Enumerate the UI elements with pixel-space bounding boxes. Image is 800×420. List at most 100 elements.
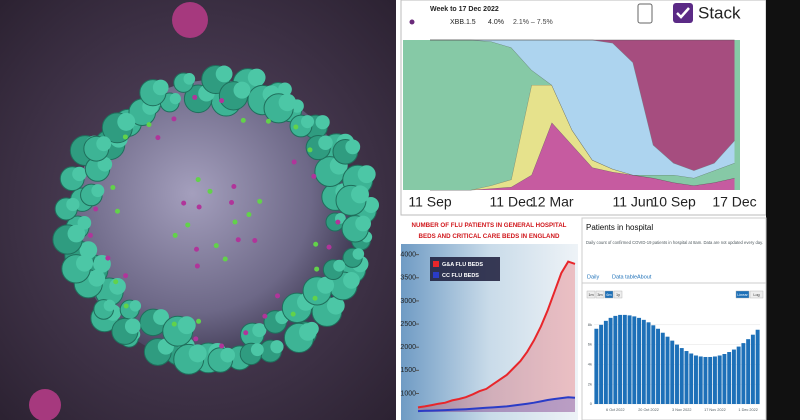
tooltip-value: 4.0% [488,19,504,26]
flu-title-text: NUMBER OF FLU PATIENTS IN GENERAL HOSPIT… [412,222,567,229]
legend-swatch [433,272,439,278]
y-tick-label: 0 [590,401,593,406]
x-tick-label: 11 Sep [408,194,452,210]
legend-label: G&A FLU BEDS [442,262,483,268]
spike-lobe [315,115,330,130]
range-label: 1y [616,293,620,297]
x-tick-label: 17 Dec [712,194,756,210]
line-fill [418,397,575,412]
spike-lobe [247,68,266,87]
protein-dot [231,183,237,189]
protein-dot [181,200,187,206]
protein-dot [196,204,202,210]
bar [741,343,746,404]
bar [618,314,623,404]
bar [736,346,741,404]
x-tick-label: 11 Dec [490,194,533,210]
range-button[interactable] [613,290,623,299]
bar [637,317,642,404]
protein-dot [87,232,93,238]
spike-lobe [67,224,86,243]
spike-lobe [343,271,360,289]
spike-lobe [250,343,264,357]
spike-lobe [355,215,372,232]
x-tick-label: 6 Oct 2022 [606,408,625,412]
spike-lobe [103,299,116,312]
bar [679,348,684,404]
doc-icon[interactable] [637,3,653,24]
scale-label: Linear [737,293,748,297]
protein-dot [194,246,200,252]
y-tick-label: 2500 [400,321,416,328]
bar [670,340,675,404]
protein-dot [229,200,235,206]
protein-dot [290,311,296,317]
stack-label[interactable]: Stack [698,3,741,22]
spike-lobe [362,196,380,214]
spike-lobe [91,184,105,198]
protein-dot [252,237,258,243]
bar [750,334,755,404]
line [417,396,576,413]
hospital-subtitle: Daily count of confirmed COVID-19 patien… [586,240,763,245]
spike-lobe [76,254,94,272]
protein-dot [312,295,318,301]
bar [646,322,651,404]
flu-title-bg [401,218,578,244]
bar [641,319,646,404]
protein-dot [207,188,213,194]
small-virus [29,389,61,420]
x-tick-label: 3 Nov 2022 [672,408,691,412]
protein-dot [123,273,129,279]
range-button[interactable] [604,290,614,299]
spike-lobe [177,316,196,335]
bar [599,324,604,404]
scale-button[interactable] [749,290,764,299]
protein-dot [194,263,200,269]
protein-dot [246,212,252,218]
protein-dot [171,116,177,122]
y-tick-label: 2000 [400,344,416,351]
bar [727,352,732,404]
spike-lobe [233,81,251,99]
y-tick-label: 1000 [400,390,416,397]
hospital-title: Patients in hospital [586,223,653,232]
bar [632,316,637,404]
spike-lobe [72,166,87,182]
bar [651,325,656,404]
protein-dot [172,232,178,238]
bar [603,320,608,404]
protein-dot [240,117,246,123]
protein-dot [196,318,202,324]
protein-dot [110,185,116,191]
bar [722,354,727,404]
protein-dot [262,313,268,319]
scale-button[interactable] [735,290,750,299]
protein-dot [307,147,313,153]
range-button[interactable] [586,290,596,299]
y-tick-label: 8k [588,322,592,327]
bar [694,355,698,404]
spike-lobe [96,136,112,152]
bar [594,328,599,404]
spike-lobe [298,323,317,341]
tab[interactable]: About [637,274,652,280]
range-button[interactable] [595,290,605,299]
stacked-area [430,40,735,190]
spike-lobe [79,241,98,259]
tab[interactable]: Data table [612,274,637,280]
y-tick-label: 3000 [400,298,416,305]
bar [703,356,708,404]
x-tick-label: 11 Jun [613,194,654,210]
protein-dot [311,173,317,179]
protein-dot [146,122,152,128]
protein-dot [219,98,225,104]
tab[interactable]: Daily [587,274,599,280]
protein-dot [326,244,332,250]
spike-lobe [220,347,236,363]
protein-dot [313,241,319,247]
virus-body [73,80,357,364]
protein-dot [232,219,238,225]
bar [746,339,751,404]
